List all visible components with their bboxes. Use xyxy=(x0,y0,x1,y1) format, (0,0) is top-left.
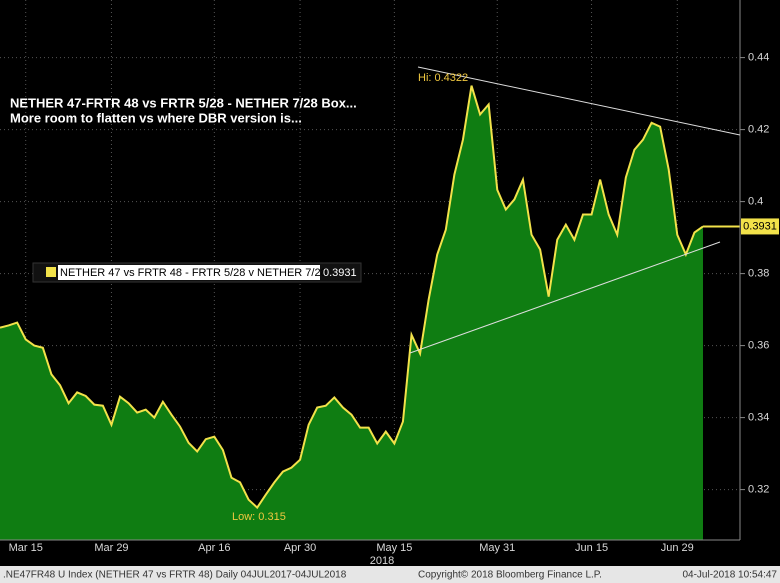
y-tick-label: 0.42 xyxy=(748,124,769,136)
footer-bar xyxy=(0,566,780,583)
chart-subtitle: More room to flatten vs where DBR versio… xyxy=(10,110,302,125)
x-tick-label: May 31 xyxy=(479,542,515,554)
legend-value: 0.3931 xyxy=(323,267,357,279)
legend-swatch xyxy=(46,267,56,277)
last-value-box xyxy=(741,218,779,235)
y-tick-label: 0.34 xyxy=(748,412,769,424)
footer-right: 04-Jul-2018 10:54:47 xyxy=(682,570,777,581)
x-tick-label: Apr 30 xyxy=(284,542,316,554)
chart-title: NETHER 47-FRTR 48 vs FRTR 5/28 - NETHER … xyxy=(10,95,357,110)
footer-center: Copyright© 2018 Bloomberg Finance L.P. xyxy=(418,570,602,581)
y-tick-label: 0.4 xyxy=(748,196,763,208)
low-annotation: Low: 0.315 xyxy=(232,511,286,523)
legend-highlight xyxy=(58,265,320,280)
y-tick-label: 0.36 xyxy=(748,340,769,352)
trend-line xyxy=(417,66,741,136)
high-annotation: Hi: 0.4322 xyxy=(418,72,468,84)
year-label: 2018 xyxy=(370,555,394,567)
x-tick-label: Mar 29 xyxy=(94,542,128,554)
y-tick-label: 0.38 xyxy=(748,268,769,280)
last-value-label: 0.3931 xyxy=(743,220,777,232)
footer-left: .NE47FR48 U Index (NETHER 47 vs FRTR 48)… xyxy=(3,570,347,581)
x-tick-label: Mar 15 xyxy=(9,542,43,554)
x-tick-label: Jun 15 xyxy=(575,542,608,554)
area xyxy=(0,85,703,541)
trend-line xyxy=(409,241,721,354)
legend: NETHER 47 vs FRTR 48 - FRTR 5/28 v NETHE… xyxy=(32,262,362,283)
x-tick-label: Jun 29 xyxy=(661,542,694,554)
legend-label: NETHER 47 vs FRTR 48 - FRTR 5/28 v NETHE… xyxy=(60,267,327,279)
line xyxy=(0,85,704,510)
x-tick-label: Apr 16 xyxy=(198,542,230,554)
y-tick-label: 0.32 xyxy=(748,484,769,496)
x-tick-label: May 15 xyxy=(376,542,412,554)
y-tick-label: 0.44 xyxy=(748,52,769,64)
